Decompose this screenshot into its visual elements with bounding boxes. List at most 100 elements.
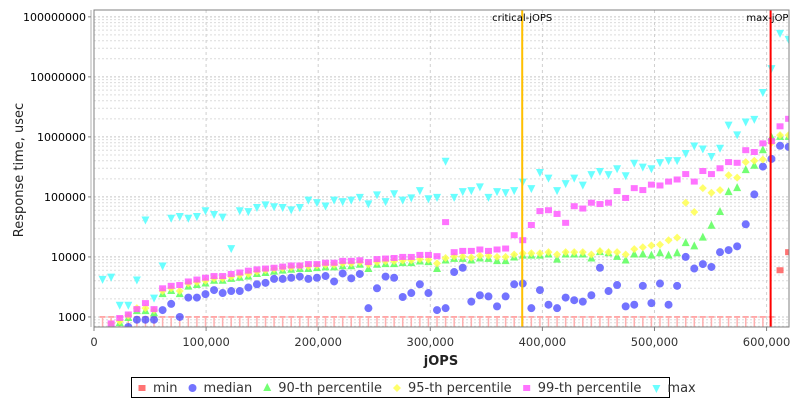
- data-point: [201, 290, 210, 299]
- data-point: [587, 250, 596, 259]
- data-point: [381, 198, 390, 207]
- data-point: [141, 300, 149, 307]
- data-point: [750, 156, 759, 165]
- legend: min median 90-th percentile 95-th percentil…: [131, 377, 696, 398]
- data-point: [467, 247, 475, 254]
- data-point: [407, 289, 416, 298]
- data-point: [605, 199, 613, 206]
- data-point: [167, 282, 175, 289]
- data-point: [578, 181, 587, 190]
- data-point: [690, 208, 699, 217]
- data-point: [338, 198, 347, 207]
- data-point: [295, 272, 304, 281]
- data-point: [235, 287, 244, 296]
- data-point: [287, 206, 296, 215]
- data-point: [535, 286, 544, 295]
- data-point: [390, 190, 399, 199]
- data-point: [647, 299, 656, 308]
- data-point: [681, 149, 690, 158]
- data-point: [141, 216, 150, 225]
- data-point: [690, 178, 698, 185]
- data-point: [484, 193, 493, 202]
- series-median: [124, 141, 789, 327]
- data-point: [750, 115, 759, 124]
- data-point: [424, 289, 433, 298]
- data-point: [158, 306, 167, 315]
- data-point: [604, 248, 613, 257]
- data-point: [707, 262, 716, 271]
- data-point: [664, 250, 673, 259]
- data-point: [621, 250, 630, 259]
- legend-label: max: [667, 381, 696, 396]
- data-point: [613, 165, 622, 174]
- data-point: [433, 193, 442, 202]
- data-point: [476, 246, 484, 253]
- legend-label: 95-th percentile: [408, 381, 512, 396]
- data-point: [150, 306, 158, 313]
- data-point: [510, 187, 519, 196]
- data-point: [630, 300, 639, 309]
- data-point: [338, 269, 347, 278]
- x-tick-label: 500,000: [631, 335, 679, 349]
- data-point: [252, 203, 261, 212]
- data-point: [270, 264, 278, 271]
- data-point: [544, 207, 552, 214]
- data-point: [167, 214, 176, 223]
- data-point: [484, 292, 493, 301]
- data-point: [630, 245, 639, 254]
- legend-label: median: [204, 381, 253, 396]
- data-point: [312, 199, 321, 208]
- data-point: [124, 323, 133, 327]
- data-point: [501, 252, 510, 261]
- data-point: [261, 201, 270, 210]
- legend-frame: [131, 377, 670, 398]
- data-point: [638, 163, 647, 172]
- data-point: [673, 248, 682, 257]
- data-point: [621, 302, 630, 311]
- data-point: [175, 287, 184, 296]
- data-point: [192, 213, 201, 222]
- data-point: [433, 253, 441, 260]
- data-point: [133, 306, 141, 313]
- data-point: [716, 248, 725, 257]
- data-point: [707, 153, 716, 162]
- data-point: [553, 304, 562, 313]
- marker-label-critical-jOPS: critical-jOPS: [492, 13, 552, 24]
- data-point: [724, 121, 733, 130]
- data-point: [716, 207, 725, 216]
- data-point: [115, 301, 124, 310]
- data-point: [416, 251, 424, 258]
- data-point: [184, 293, 193, 302]
- data-point: [553, 250, 562, 259]
- data-point: [415, 187, 424, 196]
- data-point: [407, 194, 416, 203]
- legend-icon-diamond: [392, 384, 401, 392]
- data-point: [124, 311, 132, 318]
- data-point: [442, 219, 450, 226]
- data-point: [312, 273, 321, 282]
- data-point: [493, 302, 502, 311]
- data-point: [132, 315, 141, 324]
- data-point: [441, 157, 450, 166]
- data-point: [536, 208, 544, 215]
- data-point: [776, 123, 784, 130]
- legend-icon-triangle-down: [652, 385, 661, 393]
- data-point: [287, 262, 295, 269]
- data-point: [415, 255, 424, 264]
- data-point: [227, 245, 236, 254]
- data-point: [184, 278, 192, 285]
- data-point: [295, 203, 304, 212]
- data-point: [398, 196, 407, 205]
- data-point: [535, 249, 544, 258]
- data-point: [733, 131, 742, 140]
- data-point: [124, 301, 133, 310]
- data-point: [433, 306, 442, 315]
- data-point: [158, 262, 167, 271]
- x-tick-label: 0: [90, 335, 97, 349]
- data-point: [321, 272, 330, 281]
- data-point: [287, 273, 296, 282]
- x-axis-label: jOPS: [423, 354, 458, 369]
- data-point: [527, 304, 536, 313]
- data-point: [570, 296, 579, 305]
